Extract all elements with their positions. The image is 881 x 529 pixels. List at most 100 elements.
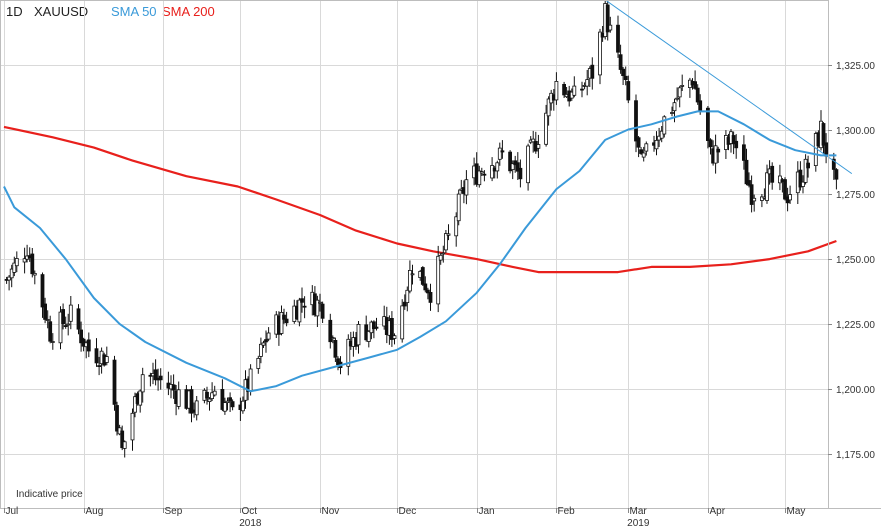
candle xyxy=(798,161,803,191)
candle xyxy=(778,164,782,191)
candle xyxy=(63,316,68,329)
candle xyxy=(477,165,482,188)
candle xyxy=(441,245,446,263)
candle xyxy=(626,75,631,104)
candle xyxy=(482,170,487,182)
candle xyxy=(336,356,340,371)
candle xyxy=(801,175,805,194)
candle xyxy=(328,313,333,349)
candle xyxy=(297,297,302,327)
candle xyxy=(806,155,810,178)
candle xyxy=(112,355,117,411)
candle xyxy=(695,84,700,105)
candle xyxy=(670,106,674,117)
candle xyxy=(12,256,17,277)
candle xyxy=(76,304,81,335)
candle xyxy=(518,159,523,188)
candle xyxy=(133,392,137,418)
candle xyxy=(171,374,176,399)
x-tick-label: Jul xyxy=(6,506,19,517)
candle xyxy=(680,74,685,91)
candle xyxy=(446,224,451,241)
plot-frame xyxy=(0,0,829,509)
candle xyxy=(122,440,127,458)
x-tick-label: Aug xyxy=(86,506,104,517)
timeframe-label: 1D xyxy=(6,4,23,19)
candle xyxy=(86,332,91,358)
candle xyxy=(68,296,73,330)
candle xyxy=(264,330,268,353)
candle xyxy=(713,134,718,174)
candle xyxy=(32,270,37,285)
candle xyxy=(526,143,530,191)
candle xyxy=(621,66,625,85)
y-tick-label: 1,275.00 xyxy=(836,190,875,201)
candle xyxy=(580,81,584,98)
candle xyxy=(138,389,143,413)
x-tick-label: Oct xyxy=(242,506,258,517)
candle xyxy=(166,371,171,396)
candle xyxy=(510,160,515,180)
candle xyxy=(228,392,233,412)
candle xyxy=(662,115,667,138)
candle xyxy=(266,327,271,342)
candle xyxy=(30,248,35,278)
indicative-price-note: Indicative price xyxy=(16,489,83,500)
candle xyxy=(803,154,808,185)
candle xyxy=(644,141,649,156)
y-tick-label: 1,325.00 xyxy=(836,61,875,72)
candle xyxy=(716,146,721,163)
candle xyxy=(43,297,47,324)
candle xyxy=(371,320,376,339)
candle xyxy=(760,194,764,208)
y-tick-label: 1,250.00 xyxy=(836,255,875,266)
candle xyxy=(585,70,590,96)
candle xyxy=(256,355,261,374)
candle xyxy=(533,131,538,154)
candle xyxy=(140,367,145,403)
candle xyxy=(212,385,217,397)
candle xyxy=(9,264,14,288)
candle xyxy=(120,425,125,451)
candle xyxy=(659,126,664,143)
candle xyxy=(66,313,71,336)
x-tick-label: Apr xyxy=(710,506,726,517)
candle xyxy=(407,260,412,294)
x-tick-label: Dec xyxy=(399,506,417,517)
candle xyxy=(546,96,551,126)
y-tick-label: 1,175.00 xyxy=(836,450,875,461)
candle xyxy=(7,275,11,291)
candle xyxy=(747,172,751,188)
sma50-line xyxy=(3,110,837,393)
candle xyxy=(821,122,826,154)
candle xyxy=(443,230,448,254)
year-label: 2019 xyxy=(627,518,650,529)
candle xyxy=(708,138,713,155)
candle xyxy=(744,148,749,186)
candle xyxy=(436,245,441,313)
candle xyxy=(410,264,415,285)
candle xyxy=(94,338,99,367)
candle xyxy=(389,311,394,347)
x-tick-label: Mar xyxy=(630,506,648,517)
candle xyxy=(300,287,304,313)
y-tick-label: 1,225.00 xyxy=(836,320,875,331)
candle xyxy=(495,160,500,179)
candle xyxy=(400,299,405,343)
candle xyxy=(366,330,371,348)
candle xyxy=(261,340,266,348)
sma200-line xyxy=(3,125,837,274)
x-tick-label: Feb xyxy=(558,506,576,517)
candle xyxy=(320,301,325,323)
candle xyxy=(40,272,45,318)
candle xyxy=(45,310,50,329)
candle xyxy=(423,276,428,293)
candle xyxy=(428,283,433,311)
candles-layer xyxy=(4,0,839,458)
candle xyxy=(497,142,502,166)
candle xyxy=(675,87,679,102)
candle xyxy=(207,397,212,411)
candle xyxy=(230,399,235,411)
candle xyxy=(639,147,643,155)
